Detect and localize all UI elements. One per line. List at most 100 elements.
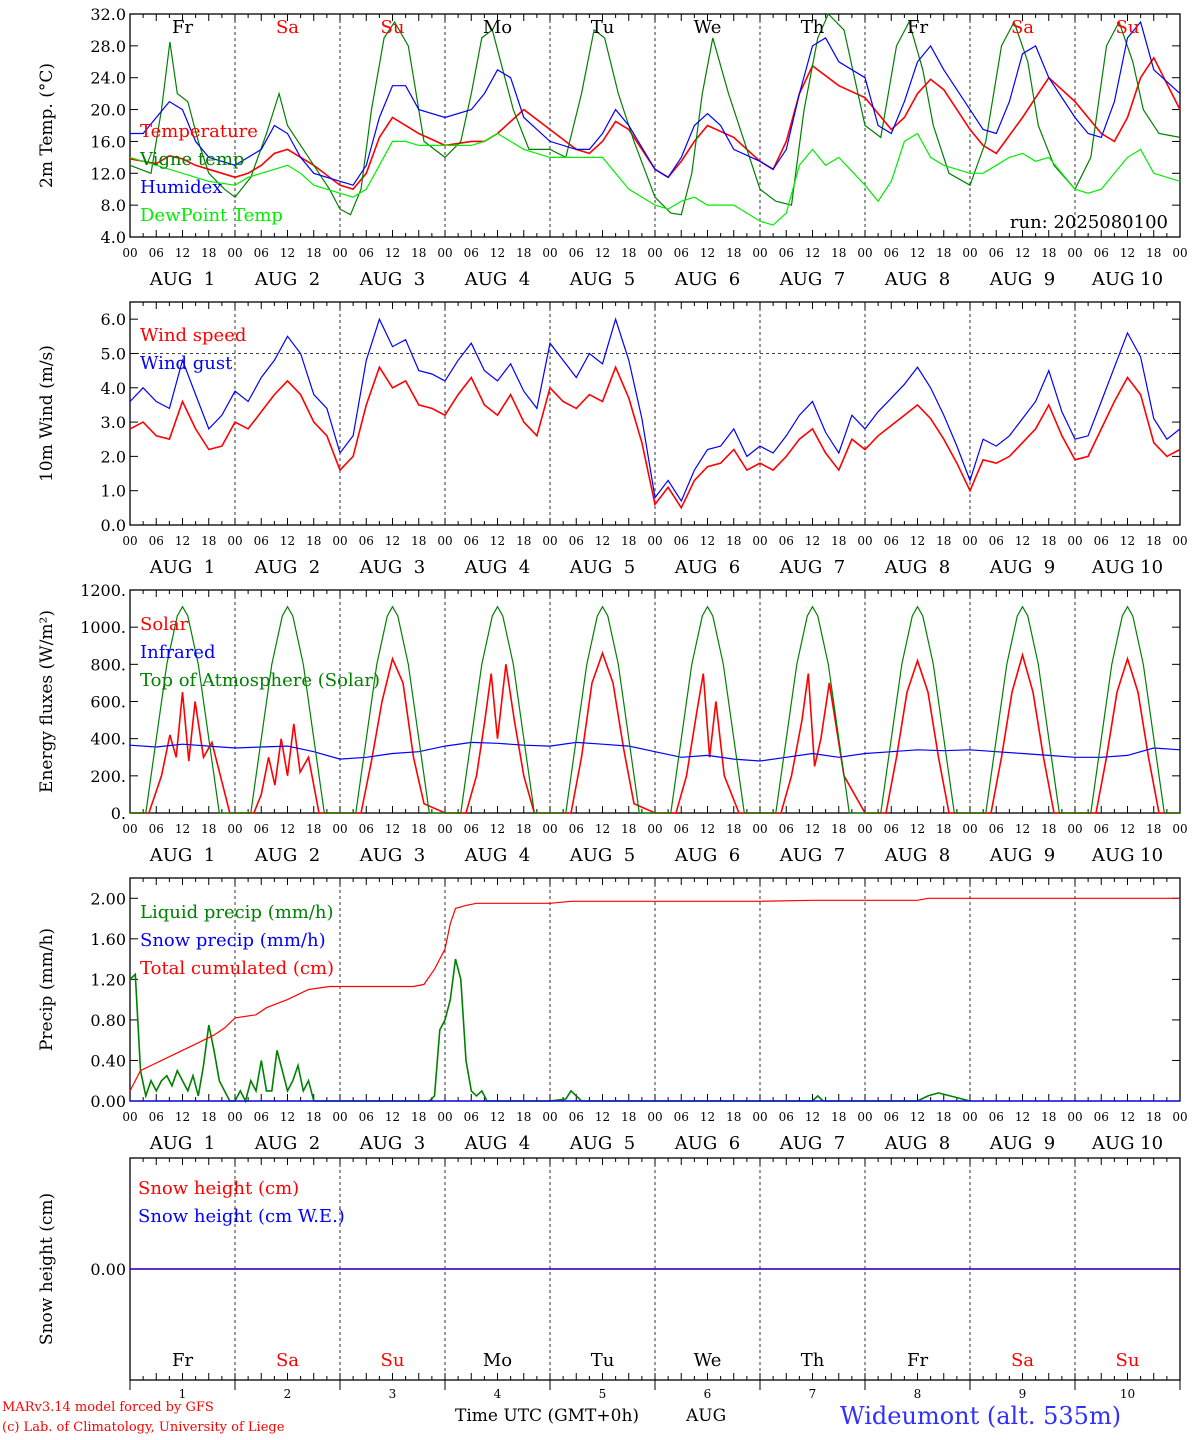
series-line-2 <box>129 317 1181 503</box>
x-date-label: AUG 7 <box>779 845 845 866</box>
x-hour-label: 18 <box>726 534 741 548</box>
legend-entry: Snow height (cm) <box>138 1178 299 1199</box>
legend-entry: Wind gust <box>140 353 233 374</box>
x-hour-label: 12 <box>490 246 505 260</box>
x-hour-label: 18 <box>516 246 531 260</box>
x-date-label: AUG 9 <box>989 1133 1055 1154</box>
x-hour-label: 00 <box>1067 534 1082 548</box>
y-tick-label: 5.0 <box>101 344 126 363</box>
y-tick-label: 2.0 <box>101 447 126 466</box>
x-date-label: AUG 3 <box>359 845 425 866</box>
x-hour-label: 00 <box>227 534 242 548</box>
x-hour-label: 00 <box>647 822 662 836</box>
x-hour-label: 12 <box>910 1110 925 1124</box>
footer-model: MARv3.14 model forced by GFS <box>2 1400 214 1415</box>
weekday-label-top: Fr <box>907 17 928 38</box>
y-tick-label: 0.00 <box>90 1092 126 1111</box>
x-hour-label: 18 <box>1041 246 1056 260</box>
x-date-label: AUG 7 <box>779 1133 845 1154</box>
x-hour-label: 00 <box>1172 534 1187 548</box>
legend-entry: Vigne temp <box>139 149 244 170</box>
x-hour-label: 12 <box>175 534 190 548</box>
x-hour-label: 18 <box>1041 822 1056 836</box>
legend-entry: Solar <box>140 614 189 635</box>
weekday-label-top: Sa <box>276 17 299 38</box>
weekday-label-bottom: Su <box>1116 1350 1140 1371</box>
x-hour-label: 06 <box>464 534 479 548</box>
x-hour-label: 06 <box>989 246 1004 260</box>
weekday-label-bottom: Mo <box>483 1350 512 1371</box>
y-tick-label: 24.0 <box>90 69 126 88</box>
footer-station: Wideumont (alt. 535m) <box>840 1402 1122 1430</box>
panel-2 <box>129 301 1181 526</box>
y-tick-label: 0.00 <box>90 1260 126 1279</box>
y-tick-label: 20.0 <box>90 101 126 120</box>
x-hour-label: 00 <box>437 534 452 548</box>
x-hour-label: 12 <box>595 822 610 836</box>
x-hour-label: 00 <box>122 246 137 260</box>
x-date-label: AUG 8 <box>884 845 950 866</box>
x-hour-label: 06 <box>674 822 689 836</box>
x-date-label: AUG 10 <box>1091 557 1163 578</box>
footer-time-label: Time UTC (GMT+0h) <box>455 1406 640 1426</box>
x-hour-label: 12 <box>910 822 925 836</box>
x-hour-label: 12 <box>805 534 820 548</box>
y-tick-label: 0. <box>111 804 126 823</box>
x-hour-label: 12 <box>1120 822 1135 836</box>
footer-lab: (c) Lab. of Climatology, University of L… <box>2 1420 285 1435</box>
x-hour-label: 00 <box>437 246 452 260</box>
x-hour-label: 00 <box>962 1110 977 1124</box>
legend-entry: Humidex <box>140 177 222 198</box>
x-hour-label: 12 <box>595 246 610 260</box>
x-hour-label: 18 <box>516 1110 531 1124</box>
x-hour-label: 18 <box>516 822 531 836</box>
x-date-label: AUG 2 <box>254 269 320 290</box>
y-axis-label: Energy fluxes (W/m²) <box>37 610 57 793</box>
series-line-3 <box>130 20 1181 186</box>
x-hour-label: 00 <box>962 534 977 548</box>
x-hour-label: 00 <box>647 1110 662 1124</box>
x-date-label: AUG 5 <box>569 845 635 866</box>
x-hour-label: 18 <box>1146 246 1161 260</box>
x-hour-label: 06 <box>779 1110 794 1124</box>
x-date-label: AUG 10 <box>1091 1133 1163 1154</box>
x-date-label: AUG 1 <box>149 557 215 578</box>
y-tick-label: 28.0 <box>90 37 126 56</box>
x-hour-label: 00 <box>962 822 977 836</box>
x-hour-label: 12 <box>1015 246 1030 260</box>
series-line-1 <box>130 650 1180 814</box>
x-date-label: AUG 1 <box>149 1133 215 1154</box>
x-date-label: AUG 9 <box>989 557 1055 578</box>
y-axis-label: Snow height (cm) <box>37 1193 57 1345</box>
x-hour-label: 06 <box>149 822 164 836</box>
x-hour-label: 06 <box>989 1110 1004 1124</box>
x-hour-label: 18 <box>201 1110 216 1124</box>
weekday-label-bottom: Su <box>381 1350 405 1371</box>
panel-4 <box>129 877 1181 1104</box>
legend-entry: Snow precip (mm/h) <box>140 930 326 951</box>
x-hour-label: 06 <box>254 1110 269 1124</box>
x-hour-label: 18 <box>831 1110 846 1124</box>
y-axis-label: 2m Temp. (°C) <box>37 63 57 188</box>
x-date-label: AUG 5 <box>569 1133 635 1154</box>
x-date-label: AUG 5 <box>569 557 635 578</box>
x-hour-label: 18 <box>621 1110 636 1124</box>
x-hour-label: 18 <box>306 822 321 836</box>
x-hour-label: 00 <box>332 822 347 836</box>
x-hour-label: 00 <box>122 534 137 548</box>
x-hour-label: 00 <box>437 822 452 836</box>
legend-entry: Total cumulated (cm) <box>140 958 334 979</box>
x-hour-label: 00 <box>1172 246 1187 260</box>
x-hour-label: 00 <box>647 534 662 548</box>
x-hour-label: 12 <box>280 822 295 836</box>
x-hour-label: 18 <box>621 822 636 836</box>
x-hour-label: 06 <box>674 246 689 260</box>
x-hour-label: 18 <box>306 246 321 260</box>
y-axis-label: Precip (mm/h) <box>37 928 57 1051</box>
x-hour-label: 06 <box>989 534 1004 548</box>
legend-entry: DewPoint Temp <box>140 205 283 226</box>
x-date-label: AUG 6 <box>674 557 740 578</box>
x-hour-label: 06 <box>1094 246 1109 260</box>
x-hour-label: 00 <box>857 822 872 836</box>
day-number-label: 9 <box>1019 1387 1027 1401</box>
